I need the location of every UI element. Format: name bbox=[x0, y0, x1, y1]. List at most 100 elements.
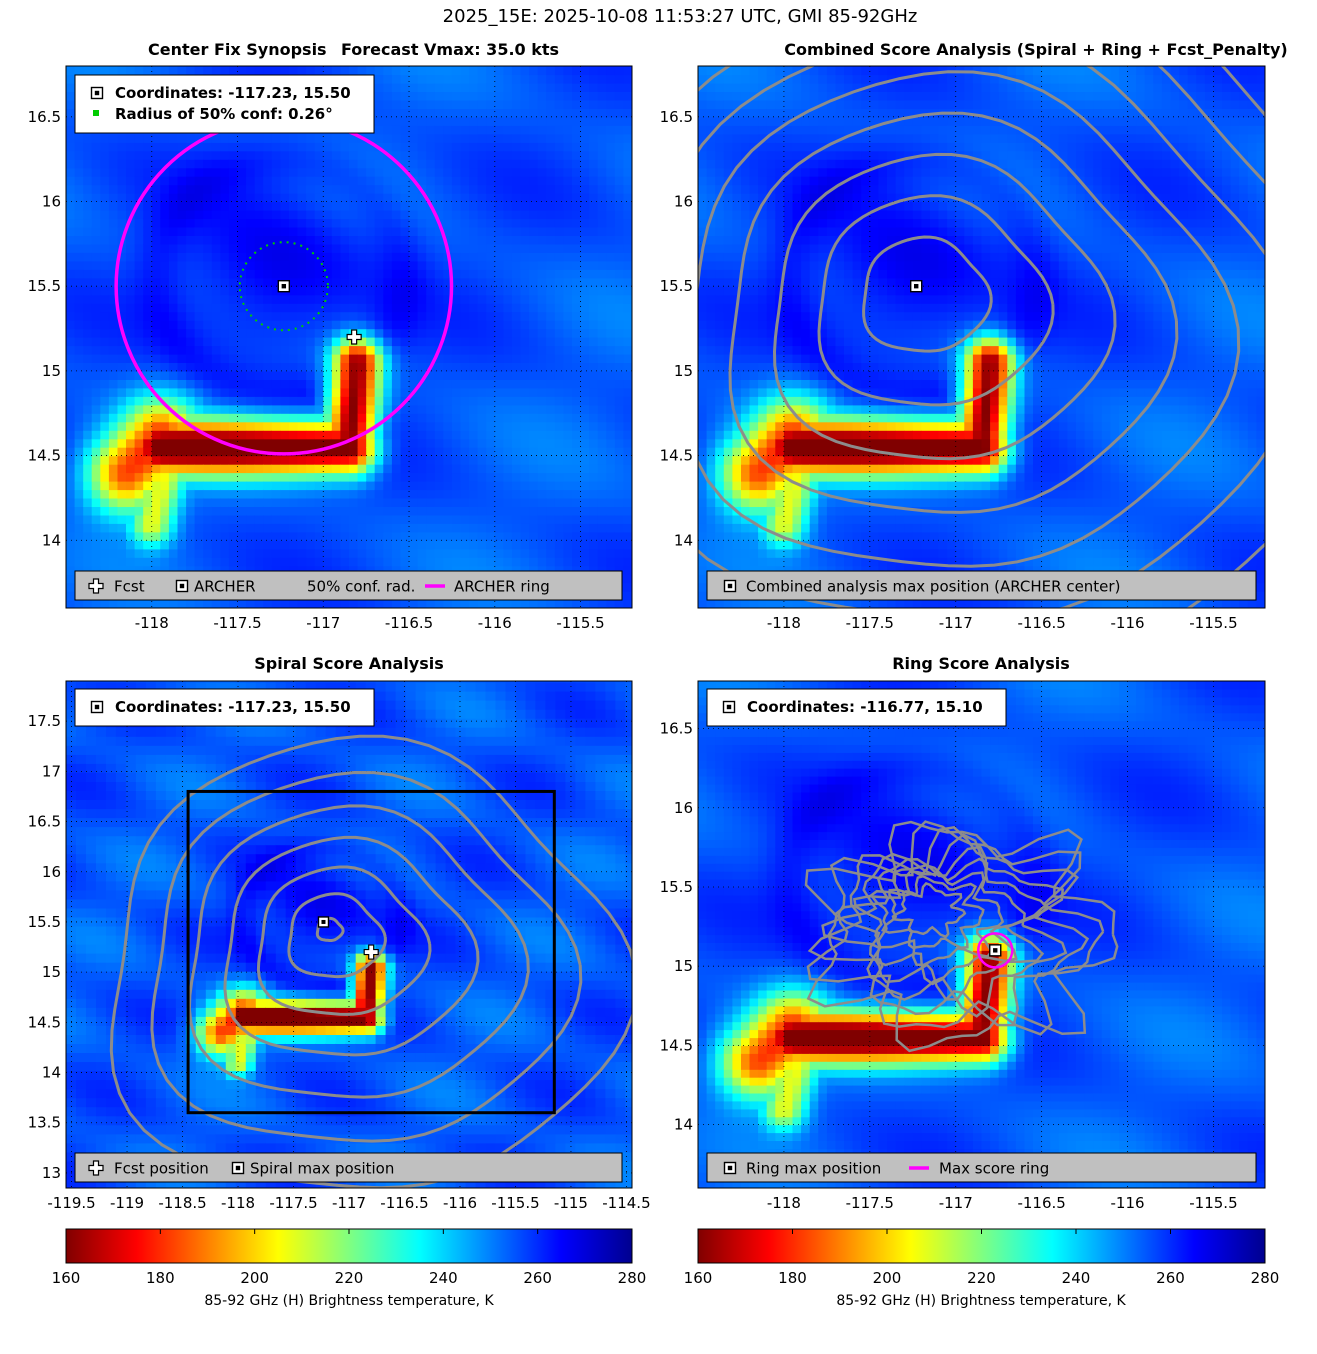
heatmap-cell bbox=[512, 142, 521, 151]
heatmap-cell bbox=[246, 159, 255, 168]
heatmap-cell bbox=[555, 75, 564, 84]
heatmap-cell bbox=[109, 185, 118, 194]
heatmap-cell bbox=[229, 269, 238, 278]
heatmap-cell bbox=[109, 202, 118, 211]
heatmap-cell bbox=[246, 134, 255, 143]
heatmap-cell bbox=[92, 532, 101, 541]
heatmap-cell bbox=[606, 329, 615, 338]
heatmap-cell bbox=[358, 439, 367, 448]
heatmap-cell bbox=[529, 371, 538, 380]
heatmap-cell bbox=[435, 464, 444, 473]
heatmap-cell bbox=[469, 506, 478, 515]
heatmap-cell bbox=[349, 464, 358, 473]
heatmap-cell bbox=[529, 329, 538, 338]
heatmap-cell bbox=[178, 473, 187, 482]
heatmap-cell bbox=[340, 261, 349, 270]
heatmap-cell bbox=[66, 269, 75, 278]
heatmap-cell bbox=[229, 430, 238, 439]
heatmap-cell bbox=[563, 354, 572, 363]
heatmap-cell bbox=[512, 430, 521, 439]
heatmap-cell bbox=[83, 142, 92, 151]
heatmap-cell bbox=[698, 151, 707, 160]
heatmap-cell bbox=[538, 142, 547, 151]
heatmap-cell bbox=[152, 354, 161, 363]
heatmap-cell bbox=[598, 261, 607, 270]
heatmap-cell bbox=[767, 75, 776, 84]
heatmap-cell bbox=[546, 303, 555, 312]
heatmap-cell bbox=[589, 312, 598, 321]
heatmap-cell bbox=[598, 549, 607, 558]
heatmap-cell bbox=[152, 439, 161, 448]
heatmap-cell bbox=[340, 371, 349, 380]
heatmap-cell bbox=[272, 269, 281, 278]
heatmap-cell bbox=[521, 337, 530, 346]
heatmap-cell bbox=[741, 447, 750, 456]
heatmap-cell bbox=[495, 159, 504, 168]
heatmap-cell bbox=[220, 227, 229, 236]
heatmap-cell bbox=[698, 286, 707, 295]
heatmap-cell bbox=[698, 489, 707, 498]
heatmap-cell bbox=[178, 193, 187, 202]
heatmap-cell bbox=[135, 244, 144, 253]
heatmap-cell bbox=[741, 320, 750, 329]
heatmap-cell bbox=[589, 185, 598, 194]
heatmap-cell bbox=[169, 447, 178, 456]
heatmap-cell bbox=[469, 320, 478, 329]
heatmap-cell bbox=[615, 430, 624, 439]
heatmap-cell bbox=[75, 405, 84, 414]
heatmap-cell bbox=[263, 439, 272, 448]
heatmap-cell bbox=[126, 261, 135, 270]
heatmap-cell bbox=[306, 142, 315, 151]
heatmap-cell bbox=[767, 312, 776, 321]
heatmap-cell bbox=[263, 532, 272, 541]
heatmap-cell bbox=[340, 515, 349, 524]
heatmap-cell bbox=[443, 422, 452, 431]
heatmap-cell bbox=[366, 388, 375, 397]
heatmap-cell bbox=[358, 532, 367, 541]
heatmap-cell bbox=[512, 540, 521, 549]
heatmap-cell bbox=[340, 168, 349, 177]
heatmap-cell bbox=[623, 362, 632, 371]
heatmap-cell bbox=[246, 295, 255, 304]
heatmap-cell bbox=[263, 329, 272, 338]
heatmap-cell bbox=[418, 286, 427, 295]
heatmap-cell bbox=[443, 202, 452, 211]
heatmap-cell bbox=[623, 540, 632, 549]
heatmap-cell bbox=[195, 388, 204, 397]
heatmap-cell bbox=[358, 218, 367, 227]
heatmap-cell bbox=[572, 396, 581, 405]
heatmap-cell bbox=[452, 346, 461, 355]
heatmap-cell bbox=[340, 227, 349, 236]
heatmap-cell bbox=[169, 278, 178, 287]
heatmap-cell bbox=[220, 202, 229, 211]
heatmap-cell bbox=[83, 286, 92, 295]
heatmap-cell bbox=[83, 235, 92, 244]
heatmap-cell bbox=[383, 346, 392, 355]
heatmap-cell bbox=[555, 362, 564, 371]
heatmap-cell bbox=[741, 295, 750, 304]
heatmap-cell bbox=[758, 252, 767, 261]
heatmap-cell bbox=[392, 456, 401, 465]
heatmap-cell bbox=[160, 540, 169, 549]
heatmap-cell bbox=[203, 337, 212, 346]
heatmap-cell bbox=[143, 396, 152, 405]
heatmap-cell bbox=[741, 218, 750, 227]
heatmap-cell bbox=[758, 244, 767, 253]
heatmap-cell bbox=[392, 515, 401, 524]
heatmap-cell bbox=[195, 464, 204, 473]
heatmap-cell bbox=[615, 549, 624, 558]
heatmap-cell bbox=[349, 151, 358, 160]
heatmap-cell bbox=[623, 481, 632, 490]
heatmap-cell bbox=[195, 439, 204, 448]
heatmap-cell bbox=[435, 295, 444, 304]
heatmap-cell bbox=[340, 244, 349, 253]
heatmap-cell bbox=[563, 337, 572, 346]
heatmap-cell bbox=[758, 337, 767, 346]
heatmap-cell bbox=[229, 346, 238, 355]
heatmap-cell bbox=[238, 422, 247, 431]
heatmap-cell bbox=[443, 540, 452, 549]
heatmap-cell bbox=[315, 134, 324, 143]
heatmap-cell bbox=[715, 252, 724, 261]
heatmap-cell bbox=[186, 134, 195, 143]
heatmap-cell bbox=[178, 439, 187, 448]
